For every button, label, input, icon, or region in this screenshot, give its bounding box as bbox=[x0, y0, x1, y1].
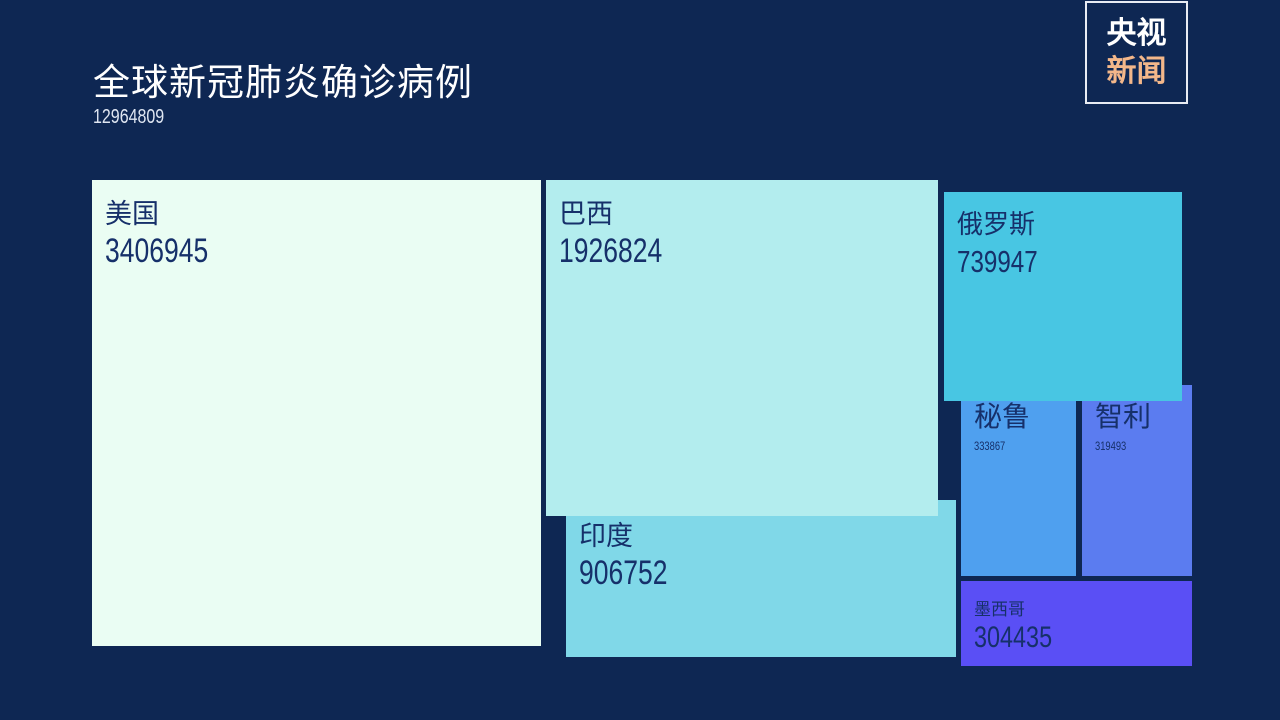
cell-country-label: 秘鲁 bbox=[974, 400, 1031, 433]
logo-line1: 央视 bbox=[1106, 16, 1167, 51]
cell-country-label: 俄罗斯 bbox=[957, 210, 1036, 240]
treemap-cell: 墨西哥 304435 bbox=[961, 581, 1192, 666]
treemap-cell: 巴西 1926824 bbox=[546, 180, 938, 516]
cell-country-label: 印度 bbox=[579, 521, 633, 552]
cell-value-label: 319493 bbox=[1095, 439, 1127, 453]
chart-title: 全球新冠肺炎确诊病例 bbox=[93, 61, 473, 104]
logo-line2: 新闻 bbox=[1106, 54, 1167, 89]
cctv-news-logo: 央视 新闻 bbox=[1085, 1, 1188, 104]
treemap-cell: 秘鲁 333867 bbox=[961, 385, 1076, 576]
treemap-cell: 印度 906752 bbox=[566, 500, 956, 657]
cell-value-label: 1926824 bbox=[559, 232, 663, 270]
cell-country-label: 墨西哥 bbox=[974, 600, 1025, 620]
cell-value-label: 3406945 bbox=[105, 232, 209, 270]
cell-value-label: 333867 bbox=[974, 439, 1006, 453]
treemap-cell: 智利 319493 bbox=[1082, 385, 1192, 576]
chart-subtitle-total: 12964809 bbox=[93, 106, 165, 128]
treemap-cell: 俄罗斯 739947 bbox=[944, 192, 1182, 401]
cell-value-label: 906752 bbox=[579, 554, 668, 592]
cell-value-label: 739947 bbox=[957, 244, 1038, 279]
cell-country-label: 美国 bbox=[105, 199, 159, 230]
cell-country-label: 智利 bbox=[1095, 400, 1152, 433]
cell-country-label: 巴西 bbox=[559, 199, 613, 230]
cell-value-label: 304435 bbox=[974, 621, 1053, 654]
treemap-cell: 美国 3406945 bbox=[92, 180, 541, 646]
